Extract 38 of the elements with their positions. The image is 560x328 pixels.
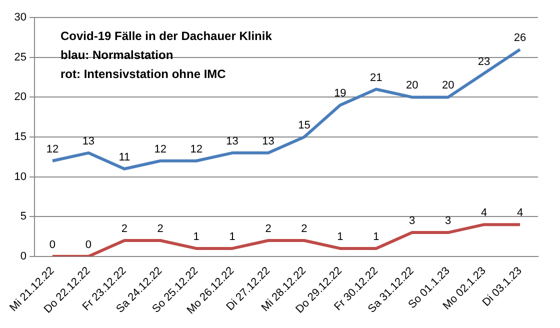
- data-label: 2: [301, 223, 308, 236]
- data-label: 12: [190, 143, 202, 156]
- data-label: 1: [193, 230, 200, 243]
- data-label: 12: [46, 143, 59, 156]
- data-label: 13: [82, 135, 95, 148]
- y-tick-label: 0: [20, 250, 26, 262]
- annotation: blau: Normalstation: [60, 48, 174, 62]
- data-label: 1: [229, 230, 236, 243]
- data-label: 26: [514, 32, 526, 44]
- data-label: 12: [154, 143, 166, 156]
- data-label: 3: [445, 215, 452, 228]
- y-tick-label: 20: [14, 91, 26, 104]
- data-label: 3: [409, 215, 416, 228]
- annotation: rot: Intensivstation ohne IMC: [60, 66, 226, 81]
- data-label: 2: [121, 223, 128, 236]
- data-label: 15: [298, 120, 310, 132]
- y-tick-label: 30: [14, 12, 26, 24]
- data-label: 2: [265, 223, 272, 236]
- y-tick-label: 10: [14, 170, 26, 183]
- y-tick-label: 25: [14, 51, 26, 64]
- data-label: 20: [442, 80, 454, 92]
- data-label: 11: [118, 151, 130, 164]
- data-label: 4: [516, 207, 524, 220]
- data-label: 0: [85, 238, 92, 251]
- data-label: 2: [157, 223, 164, 236]
- data-label: 13: [262, 135, 274, 148]
- y-tick-label: 15: [14, 131, 26, 144]
- data-label: 1: [373, 230, 380, 243]
- data-label: 4: [480, 207, 488, 220]
- y-tick-label: 5: [20, 210, 26, 223]
- data-label: 13: [226, 135, 238, 148]
- data-label: 23: [478, 56, 490, 68]
- data-label: 20: [406, 80, 418, 92]
- data-label: 21: [370, 72, 382, 84]
- data-label: 1: [337, 230, 344, 243]
- data-label: 19: [334, 88, 346, 100]
- text: Covid-19 Fälle in der Dachauer Klinik: [60, 28, 272, 43]
- data-label: 0: [49, 238, 56, 251]
